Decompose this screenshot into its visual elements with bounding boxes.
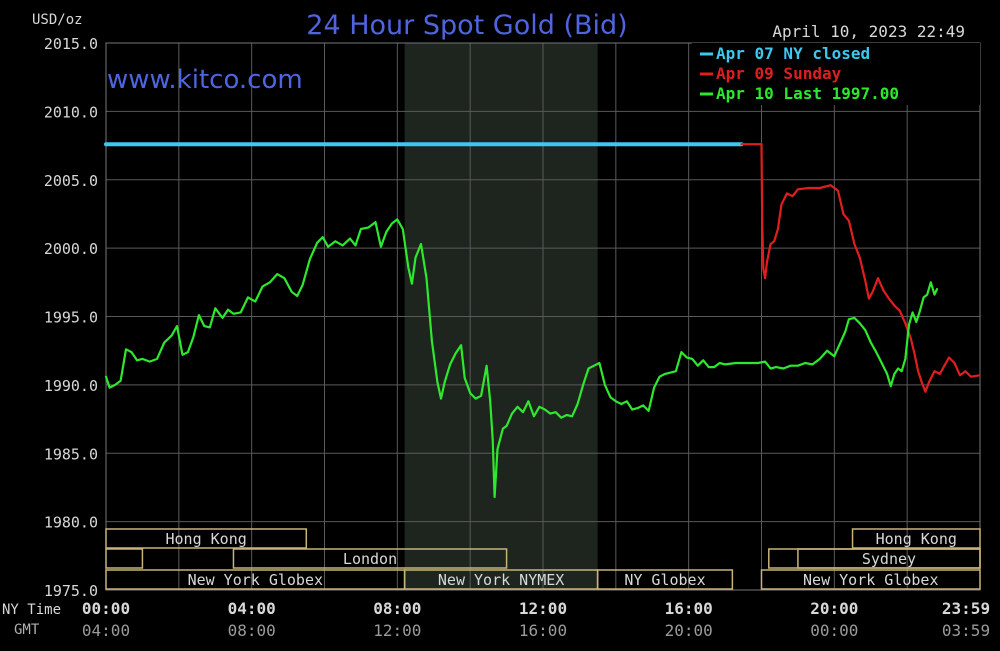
legend-label: Apr 07 NY closed: [716, 44, 870, 63]
x-tick-label-gmt: 00:00: [810, 621, 858, 640]
x-tick-label-gmt: 04:00: [82, 621, 130, 640]
x-tick-label-ny: 20:00: [810, 599, 858, 618]
legend-background: [692, 43, 980, 105]
x-tick-label-gmt: 08:00: [228, 621, 276, 640]
series-line: [104, 218, 939, 499]
y-tick-label: 1995.0: [44, 309, 98, 327]
session-label: New York Globex: [803, 571, 938, 589]
session-label: London: [343, 550, 397, 568]
y-tick-label: 2005.0: [44, 172, 98, 190]
x-tick-label-ny: 16:00: [665, 599, 713, 618]
grid-lines: [105, 42, 981, 591]
y-axis-ticks: 1975.0 1980.0 1985.0 1990.0 1995.0 2000.0 2005…: [44, 35, 98, 600]
y-tick-label: 1980.0: [44, 514, 98, 532]
session-label: Hong Kong: [876, 530, 957, 548]
session-label: Sydney: [862, 550, 916, 568]
x-axis-ticks: 00:00 04:00 04:00 08:00 08:00 12:00 12:00 16:00…: [82, 599, 990, 640]
legend-label: Apr 09 Sunday: [716, 64, 842, 83]
gmt-row-label: GMT: [14, 622, 40, 638]
x-tick-label-gmt: 12:00: [373, 621, 421, 640]
kitco-watermark: www.kitco.com: [107, 65, 303, 95]
ny-time-row-label: NY Time: [2, 602, 61, 618]
y-tick-label: 1975.0: [44, 582, 98, 600]
session-box: [797, 548, 981, 569]
price-series: [104, 142, 981, 499]
session-label: NY Globex: [624, 571, 705, 589]
y-tick-label: 2015.0: [44, 35, 98, 53]
plot-frame: [105, 42, 981, 591]
session-box: [232, 548, 508, 569]
session-label: New York NYMEX: [438, 571, 564, 589]
market-session-bands: Hong Kong Hong Kong London Sydney New York G…: [105, 528, 981, 590]
y-unit-label: USD/oz: [32, 12, 83, 28]
legend-label: Apr 10 Last 1997.00: [716, 84, 899, 103]
session-box: [105, 548, 144, 569]
series-line: [740, 143, 981, 393]
y-tick-label: 2010.0: [44, 103, 98, 121]
y-tick-label: 1990.0: [44, 377, 98, 395]
session-label: New York Globex: [188, 571, 323, 589]
session-label: Hong Kong: [166, 530, 247, 548]
x-tick-label-gmt: 03:59: [942, 621, 990, 640]
y-tick-label: 1985.0: [44, 445, 98, 463]
session-box: [105, 528, 308, 549]
x-tick-label-gmt: 16:00: [519, 621, 567, 640]
x-tick-label-ny: 08:00: [373, 599, 421, 618]
x-tick-label-gmt: 20:00: [665, 621, 713, 640]
x-tick-label-ny: 23:59: [942, 599, 990, 618]
x-tick-label-ny: 04:00: [228, 599, 276, 618]
session-box: [596, 569, 734, 590]
chart-timestamp: April 10, 2023 22:49: [772, 22, 965, 41]
session-box: [760, 569, 981, 590]
x-tick-label-ny: 12:00: [519, 599, 567, 618]
session-box: [851, 528, 981, 549]
y-tick-label: 2000.0: [44, 240, 98, 258]
x-tick-label-ny: 00:00: [82, 599, 130, 618]
chart-title: 24 Hour Spot Gold (Bid): [306, 10, 627, 41]
